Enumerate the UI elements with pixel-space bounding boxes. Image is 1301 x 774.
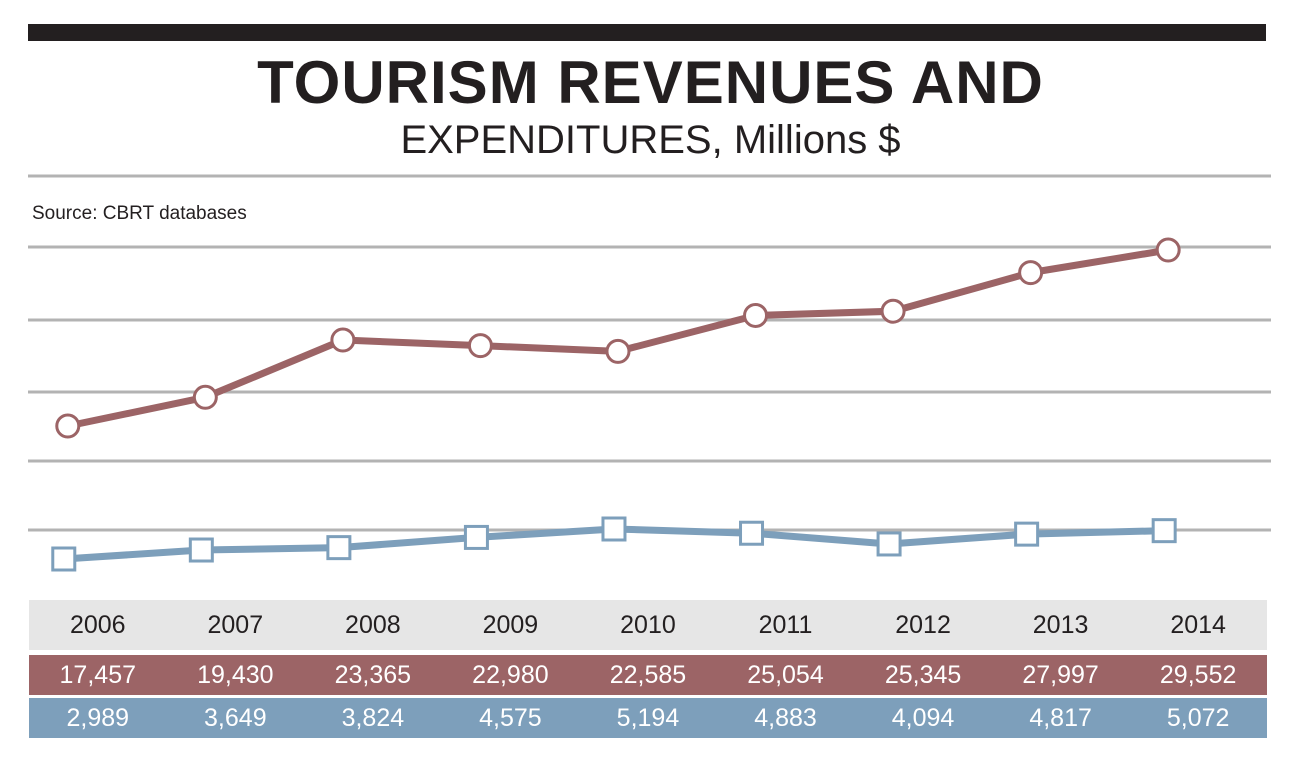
- expenditure-value: 5,194: [616, 704, 680, 732]
- expenditure-value: 3,824: [341, 704, 405, 732]
- expenditure-point: [739, 520, 765, 546]
- source-note: Source: CBRT databases: [32, 203, 247, 224]
- expenditure-point: [51, 546, 77, 572]
- year-label: 2008: [345, 611, 401, 639]
- revenue-value: 22,980: [472, 661, 549, 689]
- expenditure-point: [876, 531, 902, 557]
- gridlines: [28, 174, 1271, 532]
- expenditure-value: 5,072: [1166, 704, 1230, 732]
- revenue-point: [192, 384, 218, 410]
- revenue-point: [1018, 260, 1044, 286]
- revenue-point: [605, 338, 631, 364]
- chart-title: TOURISM REVENUES AND: [257, 49, 1044, 116]
- revenue-point: [467, 333, 493, 359]
- revenue-point: [1155, 237, 1181, 263]
- chart-subtitle: EXPENDITURES, Millions $: [400, 118, 901, 162]
- expenditure-value: 3,649: [204, 704, 267, 732]
- revenue-value: 25,054: [747, 661, 824, 689]
- expenditure-point: [188, 537, 214, 563]
- expenditure-value: 4,094: [891, 704, 955, 732]
- expenditure-point: [326, 535, 352, 561]
- revenue-value: 29,552: [1159, 661, 1237, 689]
- revenue-row: 17,457 19,430 23,365 22,980 22,585 25,054 25,3…: [29, 655, 1267, 695]
- revenue-value: 27,997: [1022, 661, 1099, 689]
- year-label: 2009: [482, 611, 539, 639]
- revenue-point: [880, 298, 906, 324]
- expenditure-value: 4,575: [479, 704, 542, 732]
- year-label: 2012: [895, 611, 951, 639]
- revenue-point: [55, 413, 81, 439]
- revenue-value: 23,365: [334, 661, 412, 689]
- year-label: 2011: [758, 611, 813, 639]
- expenditure-value: 4,883: [754, 704, 817, 732]
- expenditure-value: 4,817: [1029, 704, 1092, 732]
- series-group: [51, 237, 1181, 572]
- year-label: 2013: [1032, 611, 1089, 639]
- expenditure-point: [1151, 518, 1177, 544]
- header-rule: [28, 24, 1266, 41]
- revenue-point: [743, 302, 769, 328]
- expenditure-point: [601, 516, 627, 542]
- year-label: 2010: [620, 611, 676, 639]
- revenue-line: [67, 246, 1169, 430]
- expenditure-point: [1014, 521, 1040, 547]
- revenue-value: 22,585: [609, 661, 687, 689]
- expenditure-point: [463, 524, 489, 550]
- year-row: 2006 2007 2008 2009 2010 2011 2012 2013 2014: [29, 600, 1267, 650]
- revenue-point: [330, 327, 356, 353]
- revenue-value: 17,457: [59, 661, 136, 689]
- year-label: 2007: [207, 611, 264, 639]
- year-label: 2006: [69, 611, 126, 639]
- expenditure-row: 2,989 3,649 3,824 4,575 5,194 4,883 4,094 4,817…: [29, 698, 1267, 738]
- expenditure-value: 2,989: [66, 704, 130, 732]
- revenue-value: 25,345: [884, 661, 962, 689]
- revenue-value: 19,430: [197, 661, 274, 689]
- year-label: 2014: [1170, 611, 1226, 639]
